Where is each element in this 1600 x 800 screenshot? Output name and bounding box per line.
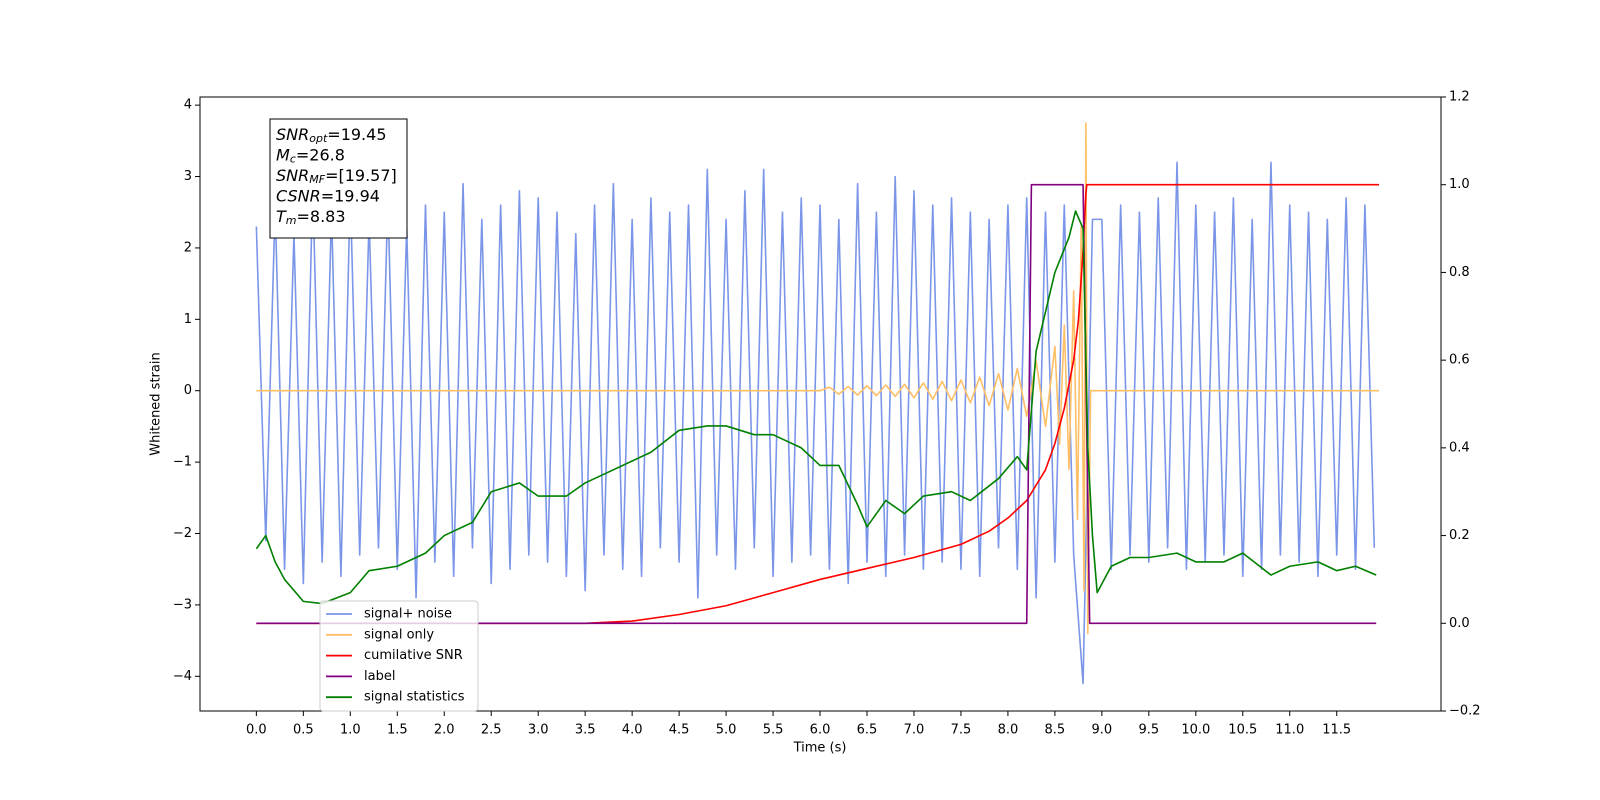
x-tick-label: 10.0 [1181, 723, 1210, 738]
y2-tick-label: 1.0 [1449, 177, 1470, 192]
x-tick-label: 8.5 [1045, 723, 1066, 738]
annotation-subscript: opt [309, 132, 328, 145]
x-tick-label: 11.5 [1322, 723, 1351, 738]
y2-tick-label: 0.0 [1449, 616, 1470, 631]
x-tick-label: 9.5 [1138, 723, 1159, 738]
annotation-symbol: SNR [276, 166, 309, 185]
legend-label: label [364, 669, 395, 684]
y2-tick-label: 1.2 [1449, 90, 1470, 105]
x-tick-label: 6.0 [810, 723, 831, 738]
annotation-value: =19.45 [327, 125, 386, 144]
y-tick-label: −2 [173, 526, 192, 541]
y-axis-label: Whitened strain [149, 352, 164, 455]
annotation-line: SNRMF=[19.57] [276, 166, 397, 187]
x-tick-label: 7.5 [951, 723, 972, 738]
x-tick-label: 6.5 [857, 723, 878, 738]
axes-frame [199, 96, 1442, 712]
annotation-value: =26.8 [296, 145, 345, 164]
annotation-symbol: M [276, 145, 290, 164]
y-tick-label: −3 [173, 597, 192, 612]
series-line [256, 183, 1377, 625]
annotation-line: Mc=26.8 [276, 145, 345, 166]
annotation-value: =8.83 [297, 207, 346, 226]
y-tick-label: 1 [184, 312, 192, 327]
y2-tick-label: −0.2 [1449, 704, 1481, 719]
y2-tick-label: 0.8 [1449, 265, 1470, 280]
x-tick-label: 2.0 [434, 723, 455, 738]
x-tick-label: 9.0 [1092, 723, 1113, 738]
x-tick-label: 0.5 [293, 723, 314, 738]
annotation-line: SNRopt=19.45 [276, 125, 387, 146]
y2-tick-label: 0.4 [1449, 440, 1470, 455]
series-line [255, 161, 1376, 685]
x-tick-label: 8.0 [998, 723, 1019, 738]
annotation-subscript: MF [309, 173, 325, 186]
x-tick-label: 3.5 [575, 723, 596, 738]
legend-label: signal+ noise [364, 607, 452, 622]
x-tick-label: 4.5 [669, 723, 690, 738]
annotation-line: Tm=8.83 [276, 207, 346, 228]
series-line [256, 183, 1379, 625]
x-tick-label: 1.0 [340, 723, 361, 738]
x-axis-label: Time (s) [793, 741, 847, 756]
annotation-symbol: CSNR [276, 186, 321, 205]
x-tick-label: 3.0 [528, 723, 549, 738]
y-tick-label: −4 [173, 669, 192, 684]
x-tick-label: 7.0 [904, 723, 925, 738]
annotation-line: CSNR=19.94 [276, 186, 380, 205]
annotation-symbol: SNR [276, 125, 309, 144]
y2-tick-label: 0.2 [1449, 528, 1470, 543]
x-tick-label: 11.0 [1275, 723, 1304, 738]
y-tick-label: 4 [184, 98, 192, 113]
x-tick-label: 1.5 [387, 723, 408, 738]
legend-label: signal only [364, 627, 434, 642]
x-tick-label: 2.5 [481, 723, 502, 738]
annotation-subscript: c [290, 153, 296, 166]
x-tick-label: 0.0 [246, 723, 267, 738]
annotation-value: =[19.57] [325, 166, 397, 185]
series-line [255, 210, 1377, 605]
annotation-value: =19.94 [321, 186, 380, 205]
x-tick-label: 10.5 [1228, 723, 1257, 738]
annotation-box [269, 118, 408, 239]
legend-label: signal statistics [364, 690, 465, 705]
y-tick-label: −1 [173, 455, 192, 470]
annotation-subscript: m [286, 214, 297, 227]
y-tick-label: 0 [184, 383, 192, 398]
x-tick-label: 4.0 [622, 723, 643, 738]
y-tick-label: 2 [184, 240, 192, 255]
y-tick-label: 3 [184, 169, 192, 184]
legend-label: cumilative SNR [364, 648, 463, 663]
legend-box [319, 600, 479, 712]
y2-tick-label: 0.6 [1449, 353, 1470, 368]
x-tick-label: 5.0 [716, 723, 737, 738]
x-tick-label: 5.5 [763, 723, 784, 738]
series-line [256, 122, 1379, 635]
annotation-symbol: T [276, 207, 287, 226]
